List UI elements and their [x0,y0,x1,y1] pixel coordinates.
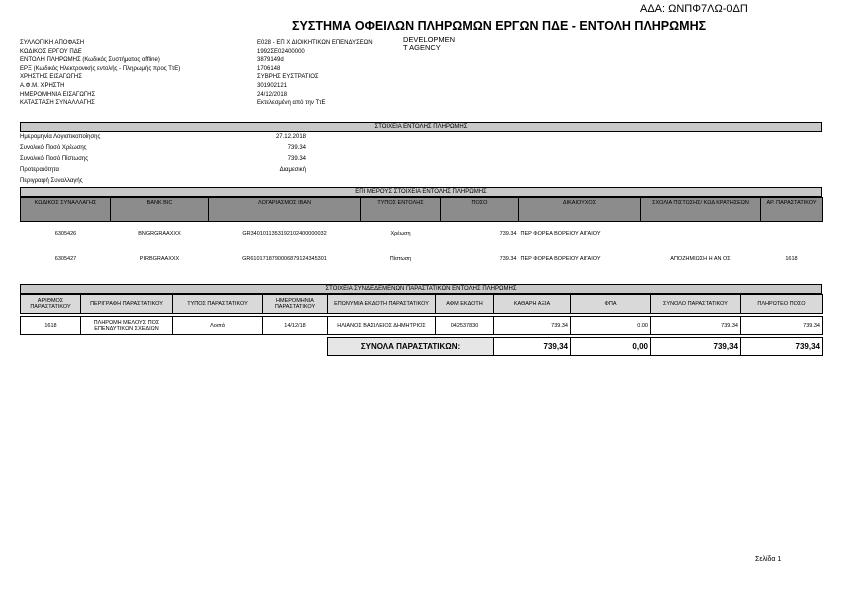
info-value: Ε028 - ΕΠ Χ ΔΙΟΙΚΗΤΙΚΩΝ ΕΠΕΝΔΥΣΕΩΝ [257,40,373,46]
table-cell: 739.34 [499,231,517,238]
table-cell: PIRBGRAAXXX [139,256,180,262]
table-cell [641,222,761,247]
info-label: ΧΡΗΣΤΗΣ ΕΙΣΑΓΩΓΗΣ [20,74,82,81]
detail-label: Προτεραιότητα [20,167,59,173]
column-header: ΣΥΝΟΛΟ ΠΑΡΑΣΤΑΤΙΚΟΥ [650,294,741,314]
logo-line-2: T AGENCY [403,43,441,52]
column-header: ΤΥΠΟΣ ΠΑΡΑΣΤΑΤΙΚΟΥ [172,294,263,314]
info-label: ΚΑΤΑΣΤΑΣΗ ΣΥΝΑΛΛΑΓΗΣ [20,100,95,107]
table-cell: 0.00 [570,316,651,335]
documents-table: ΑΡΙΘΜΟΣ ΠΑΡΑΣΤΑΤΙΚΟΥ ΠΕΡΙΓΡΑΦΗ ΠΑΡΑΣΤΑΤΙΚ… [20,294,823,356]
column-header: ΑΡ. ΠΑΡΑΣΤΑΤΙΚΟΥ [760,197,823,222]
detail-label: Περιγραφή Συναλλαγής [20,178,83,184]
detail-value: Διαμεσική [279,167,306,173]
total-payable: 739,34 [740,337,823,356]
totals-label: ΣΥΝΟΛΑ ΠΑΡΑΣΤΑΤΙΚΩΝ: [327,337,494,356]
info-value: 1706148 [257,65,281,72]
logo: DEVELOPMEN T AGENCY [403,36,455,52]
table-cell: ΠΕΡ ΦΟΡΕΑ ΒΟΡΕΙΟΥ ΑΙΓΑΙΟΥ [520,256,601,262]
page-title: ΣΥΣΤΗΜΑ ΟΦΕΙΛΩΝ ΠΛΗΡΩΜΩΝ ΕΡΓΩΝ ΠΔΕ - ΕΝΤ… [292,19,707,33]
info-value: 3879149d [257,57,284,64]
column-header: ΑΦΜ ΕΚΔΟΤΗ [435,294,494,314]
info-value: 301902121 [257,83,288,89]
column-header: ΑΡΙΘΜΟΣ ΠΑΡΑΣΤΑΤΙΚΟΥ [20,294,81,314]
info-label: ΚΩΔΙΚΟΣ ΕΡΓΟΥ ΠΔΕ [20,48,82,55]
total-sum: 739,34 [650,337,741,356]
section1-title: ΣΤΟΙΧΕΙΑ ΕΝΤΟΛΗΣ ΠΛΗΡΩΜΗΣ [20,122,822,132]
info-label: ΕΝΤΟΛΗ ΠΛΗΡΩΜΗΣ (Κωδικός Συστήματος offl… [20,57,160,64]
info-value: Εκτελεσμένη από την ΤτΕ [257,100,326,107]
column-header: ΤΥΠΟΣ ΕΝΤΟΛΗΣ [360,197,441,222]
table-cell: 6305426 [54,231,77,238]
section2-title: ΕΠΙ ΜΕΡΟΥΣ ΣΤΟΙΧΕΙΑ ΕΝΤΟΛΗΣ ΠΛΗΡΩΜΗΣ [20,187,822,197]
column-header: ΛΟΓΑΡΙΑΣΜΟΣ IBAN [208,197,361,222]
column-header: ΦΠΑ [570,294,651,314]
detail-value: 739.34 [287,145,306,151]
ada-code: ΑΔΑ: ΩΝΠΦ7ΛΩ-0ΔΠ [640,3,748,15]
table-cell: ΠΕΡ ΦΟΡΕΑ ΒΟΡΕΙΟΥ ΑΙΓΑΙΟΥ [520,231,601,238]
table-row: 1618 ΠΛΗΡΩΜΗ ΜΕΛΟΥΣ ΠΟΣ ΕΠΕΝΔΥΤΙΚΩΝ ΣΧΕΔΙ… [20,316,823,335]
table-cell: GR3401011353192102400000032 [242,231,327,238]
column-header: ΚΩΔΙΚΟΣ ΣΥΝΑΛΛΑΓΗΣ [20,197,111,222]
logo-line-1: DEVELOPMEN [403,35,456,44]
column-header: ΗΜΕΡΟΜΗΝΙΑ ΠΑΡΑΣΤΑΤΙΚΟΥ [262,294,328,314]
totals-row: ΣΥΝΟΛΑ ΠΑΡΑΣΤΑΤΙΚΩΝ: 739,34 0,00 739,34 … [20,337,823,356]
total-vat: 0,00 [570,337,651,356]
detail-label: Συνολικό Ποσό Πίστωσης [20,156,89,162]
table-cell: 14/12/18 [262,316,328,335]
column-header: ΠΕΡΙΓΡΑΦΗ ΠΑΡΑΣΤΑΤΙΚΟΥ [80,294,173,314]
detail-label: Ημερομηνία Λογιστικοποίησης [20,134,101,140]
column-header: ΠΟΣΟ [440,197,519,222]
section3-title: ΣΤΟΙΧΕΙΑ ΣΥΝΔΕΔΕΜΕΝΩΝ ΠΑΡΑΣΤΑΤΙΚΩΝ ΕΝΤΟΛ… [20,284,822,294]
page-number: Σελίδα 1 [755,556,782,563]
table-cell: 739.34 [499,256,517,262]
table-cell: 1618 [20,316,81,335]
column-header: BANK BIC [110,197,209,222]
info-label: ΗΜΕΡΟΜΗΝΙΑ ΕΙΣΑΓΩΓΗΣ [20,91,96,98]
info-label: ΕΡΞ (Κωδικός Ηλεκτρονικής εντολής - Πληρ… [20,65,181,72]
total-net: 739,34 [493,337,571,356]
table-cell: ΗΛΙΑΝΟΣ ΒΑΣΙΛΕΙΟΣ ΔΗΜΗΤΡΙΟΣ [327,316,436,335]
table-cell: ΑΠΟΖΗΜΙΩΣΗ Η ΑΝ ΟΣ [670,256,731,262]
table-row: 6305427 PIRBGRAAXXX GR61017187900068791243… [21,247,823,272]
info-label: Α.Φ.Μ. ΧΡΗΣΤΗ [20,83,65,89]
detail-value: 27.12.2018 [275,134,306,140]
table-cell: BNGRGRAAXXX [138,231,181,238]
column-header: ΠΛΗΡΩΤΕΟ ΠΟΣΟ [740,294,823,314]
info-value: ΣΥΒΡΗΣ ΕΥΣΤΡΑΤΙΟΣ [257,74,319,81]
table-cell: Πίστωση [389,256,412,262]
documents-header-row: ΑΡΙΘΜΟΣ ΠΑΡΑΣΤΑΤΙΚΟΥ ΠΕΡΙΓΡΑΦΗ ΠΑΡΑΣΤΑΤΙΚ… [20,294,823,314]
column-header: ΣΧΟΛΙΑ ΠΙΣΤΩΣΗΣ/ ΚΩΔ ΚΡΑΤΗΣΕΩΝ [640,197,761,222]
column-header: ΚΑΘΑΡΗ ΑΞΙΑ [493,294,571,314]
column-header: ΕΠΩΝΥΜΙΑ ΕΚΔΟΤΗ ΠΑΡΑΣΤΑΤΙΚΟΥ [327,294,436,314]
detail-value: 739.34 [287,156,306,162]
table-cell: 739.34 [650,316,741,335]
transactions-header-row: ΚΩΔΙΚΟΣ ΣΥΝΑΛΛΑΓΗΣ BANK BIC ΛΟΓΑΡΙΑΣΜΟΣ IB… [20,197,823,222]
table-cell: Χρέωση [390,231,411,238]
info-label: ΣΥΛΛΟΓΙΚΗ ΑΠΟΦΑΣΗ [20,40,85,46]
table-cell: 042537830 [435,316,494,335]
table-cell: 1618 [785,256,798,262]
table-cell: Λοιπά [172,316,263,335]
detail-label: Συνολικό Ποσό Χρέωσης [20,145,87,151]
table-cell: ΠΛΗΡΩΜΗ ΜΕΛΟΥΣ ΠΟΣ ΕΠΕΝΔΥΤΙΚΩΝ ΣΧΕΔΙΩΝ [80,316,173,335]
info-value: 1992ΣΕ02400000 [257,48,305,55]
table-cell: 739.34 [740,316,823,335]
table-cell: GR6101718790006879124345301 [242,256,327,262]
column-header: ΔΙΚΑΙΟΥΧΟΣ [518,197,641,222]
table-cell [761,222,823,247]
table-cell: 739.34 [493,316,571,335]
table-cell: 6305427 [54,256,77,262]
info-value: 24/12/2018 [257,91,288,98]
transactions-table: ΚΩΔΙΚΟΣ ΣΥΝΑΛΛΑΓΗΣ BANK BIC ΛΟΓΑΡΙΑΣΜΟΣ IB… [20,197,823,272]
table-row: 6305426 BNGRGRAAXXX GR34010113531921024000… [21,222,823,247]
